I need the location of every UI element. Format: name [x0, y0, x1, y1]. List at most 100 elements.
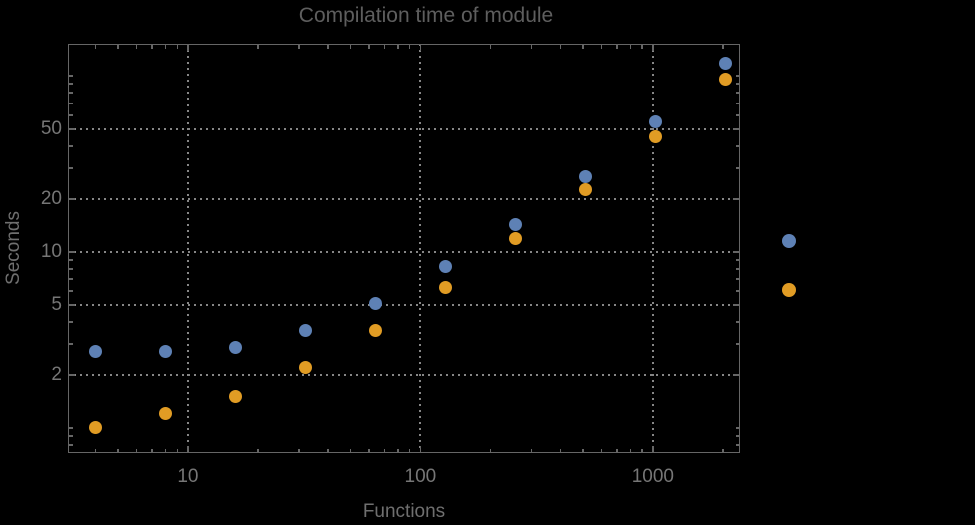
x-tick — [327, 448, 329, 452]
x-gridline — [419, 44, 422, 453]
y-tick — [69, 278, 73, 280]
x-tick — [117, 45, 119, 49]
x-tick — [616, 45, 618, 49]
x-tick — [397, 448, 399, 452]
x-tick — [722, 45, 724, 49]
x-tick — [164, 45, 167, 49]
x-tick-label: 100 — [404, 466, 437, 487]
orange-series-point — [508, 231, 522, 245]
blue-series-point — [298, 323, 312, 337]
y-tick — [735, 427, 739, 429]
x-tick — [600, 448, 603, 452]
x-tick — [383, 45, 386, 49]
y-tick — [735, 278, 739, 280]
x-tick — [559, 448, 562, 452]
x-tick — [652, 45, 654, 51]
x-tick — [349, 45, 352, 49]
y-gridline — [68, 197, 740, 200]
x-tick — [327, 45, 329, 49]
x-tick — [151, 45, 153, 49]
x-tick — [419, 446, 422, 452]
x-gridline — [651, 44, 654, 453]
y-tick — [69, 444, 73, 446]
plot-frame — [68, 44, 740, 453]
chart-title: Compilation time of module — [298, 4, 554, 27]
orange-series-point — [648, 129, 662, 143]
y-tick — [735, 167, 739, 169]
y-tick — [69, 198, 75, 200]
y-gridline — [68, 303, 740, 306]
blue-series-point — [578, 169, 592, 183]
orange-series-point — [228, 390, 242, 404]
y-tick — [735, 435, 739, 437]
x-tick — [298, 448, 300, 452]
x-tick — [582, 45, 584, 49]
y-tick — [69, 75, 73, 77]
y-tick — [733, 374, 739, 376]
y-tick — [69, 259, 73, 261]
x-tick — [94, 448, 97, 452]
y-gridline — [68, 373, 740, 376]
y-gridline — [68, 127, 740, 130]
x-tick — [489, 45, 492, 49]
x-tick — [722, 448, 724, 452]
y-tick — [733, 251, 739, 253]
x-tick — [641, 45, 643, 49]
blue-series-point — [88, 345, 102, 359]
y-tick-label: 10 — [40, 241, 62, 263]
x-tick — [257, 45, 259, 49]
y-tick — [735, 145, 739, 147]
y-tick-label: 5 — [51, 294, 62, 316]
orange-series-point — [88, 421, 102, 435]
y-tick — [735, 75, 739, 77]
y-tick — [735, 83, 739, 85]
blue-series-point — [438, 259, 452, 273]
x-tick — [629, 448, 632, 452]
x-tick — [176, 45, 178, 49]
x-tick — [397, 45, 399, 49]
x-tick-label: 10 — [177, 466, 199, 487]
y-tick-label: 20 — [40, 188, 62, 210]
x-tick — [559, 45, 562, 49]
x-tick — [408, 45, 411, 49]
y-tick — [733, 128, 739, 130]
orange-series-point — [578, 183, 592, 197]
y-tick — [735, 444, 739, 446]
blue-series-point — [158, 345, 172, 359]
x-tick — [176, 448, 178, 452]
y-tick — [69, 145, 73, 147]
y-tick — [735, 114, 739, 116]
x-tick — [135, 448, 138, 452]
y-tick — [69, 102, 73, 104]
y-tick-label: 50 — [40, 118, 62, 140]
x-gridline — [186, 44, 189, 453]
x-tick — [135, 45, 138, 49]
x-tick — [530, 45, 533, 49]
y-tick — [735, 268, 739, 270]
x-tick — [349, 448, 352, 452]
x-tick-label: 1000 — [631, 466, 674, 487]
y-tick — [69, 251, 75, 253]
x-tick — [530, 448, 533, 452]
y-axis-label: Seconds — [3, 211, 24, 285]
y-tick-label: 2 — [51, 364, 62, 386]
x-tick — [187, 446, 189, 452]
y-tick — [69, 427, 73, 429]
orange-series-point — [718, 72, 732, 86]
y-tick — [735, 102, 739, 104]
y-tick — [69, 321, 73, 323]
x-tick — [489, 448, 492, 452]
x-tick — [641, 448, 643, 452]
blue-series-point — [228, 341, 242, 355]
x-tick — [151, 448, 153, 452]
blue-series-marker — [782, 234, 796, 248]
x-tick — [257, 448, 259, 452]
orange-series-point — [368, 323, 382, 337]
orange-series-point — [298, 361, 312, 375]
x-tick — [187, 45, 189, 51]
x-tick — [616, 448, 618, 452]
y-tick — [69, 92, 73, 94]
blue-series-point — [368, 296, 382, 310]
x-tick — [164, 448, 167, 452]
y-tick — [69, 167, 73, 169]
